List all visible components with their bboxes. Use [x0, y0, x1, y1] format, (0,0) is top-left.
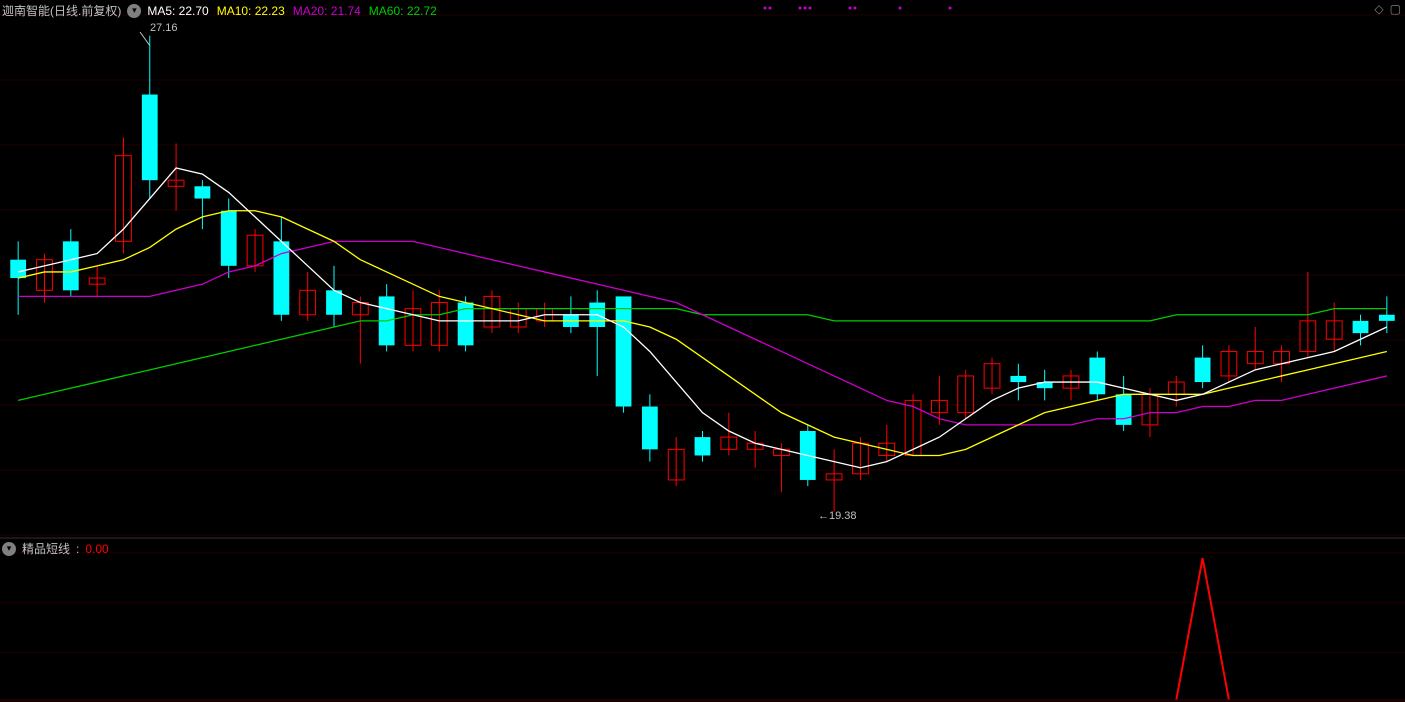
stock-title: 迦南智能(日线.前复权)	[2, 2, 121, 19]
ma-labels: MA5: 22.70 MA10: 22.23 MA20: 21.74 MA60: 22…	[147, 4, 445, 18]
chart-header: 迦南智能(日线.前复权) ▾ MA5: 22.70 MA10: 22.23 MA20…	[2, 2, 445, 19]
price-high-label: 27.16	[150, 22, 178, 34]
square-icon[interactable]: ▢	[1390, 2, 1401, 16]
indicator-title: 精品短线	[22, 540, 70, 557]
ma-label-ma20: MA20: 21.74	[293, 4, 361, 18]
indicator-header: ▾ 精品短线 : 0.00	[2, 540, 109, 557]
ma-label-ma10: MA10: 22.23	[217, 4, 285, 18]
diamond-icon[interactable]: ◇	[1374, 2, 1383, 16]
ma-label-ma5: MA5: 22.70	[147, 4, 208, 18]
candlestick-chart[interactable]	[0, 0, 1405, 702]
indicator-value: 0.00	[85, 542, 108, 556]
indicator-dropdown-icon[interactable]: ▾	[2, 542, 16, 556]
arrow-left-icon: ←	[818, 510, 829, 522]
chart-tools: ◇ ▢	[1374, 2, 1401, 16]
stock-chart-window: 迦南智能(日线.前复权) ▾ MA5: 22.70 MA10: 22.23 MA20…	[0, 0, 1405, 702]
indicator-colon: :	[76, 542, 79, 556]
ma-label-ma60: MA60: 22.72	[369, 4, 437, 18]
price-low-label: ←19.38	[818, 510, 857, 522]
dropdown-icon[interactable]: ▾	[127, 4, 141, 18]
